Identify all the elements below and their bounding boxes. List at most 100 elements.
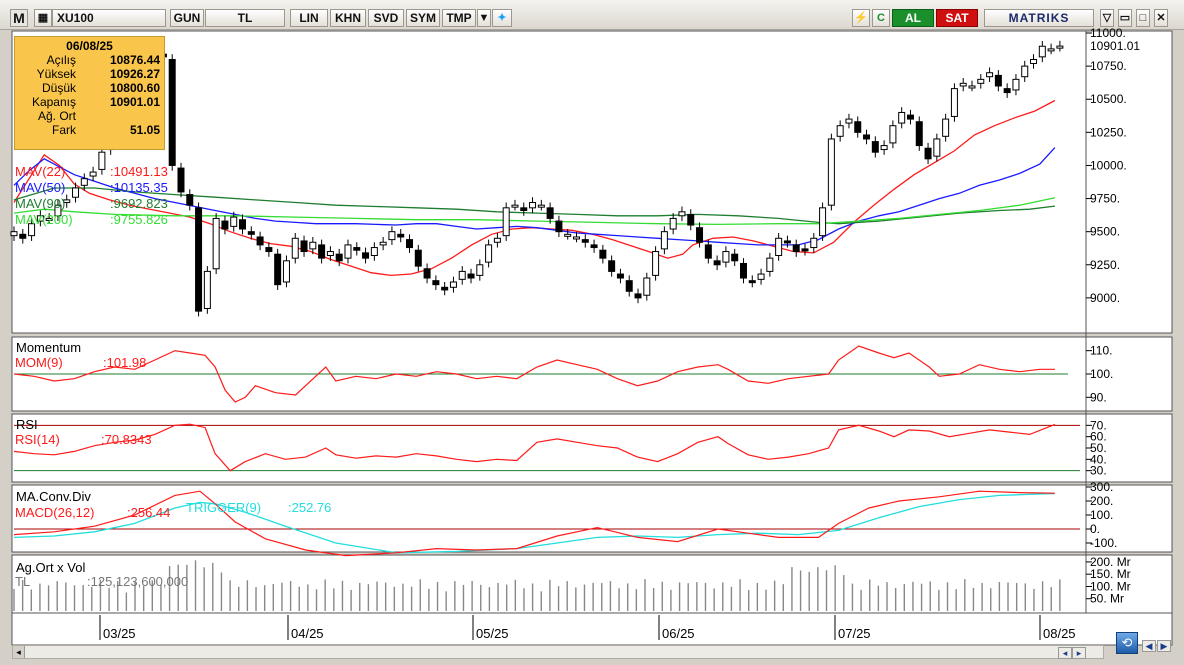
close-value: 10901.01 (109, 95, 160, 109)
y-tick-label: 0. (1090, 522, 1100, 536)
info-row-open: Açılış 10876.44 (15, 53, 164, 67)
ma-legend-name: MAV(90) (15, 196, 65, 211)
candle-body (731, 253, 739, 262)
collapse-icon[interactable]: ▽ (1100, 9, 1114, 27)
lightning-icon[interactable]: ⚡ (852, 9, 870, 27)
candle-body (1038, 45, 1046, 58)
candle-body (520, 207, 528, 211)
chart-type-icon[interactable]: ▦ (34, 9, 52, 27)
scroll-left-icon[interactable]: ◂ (1058, 647, 1072, 659)
ma-legend-value: :9692.823 (110, 196, 168, 211)
y-tick-label: 70. (1090, 418, 1107, 432)
candle-body (863, 134, 871, 140)
candle-body (783, 240, 791, 244)
matriks-logo: MATRIKS (984, 9, 1094, 27)
rsi-line (13, 423, 1056, 472)
ma-legend-value: :10491.13 (110, 164, 168, 179)
twitter-icon[interactable]: ✦ (492, 9, 512, 27)
refresh-icon[interactable]: C (872, 9, 890, 27)
currency-button[interactable]: TL (205, 9, 285, 27)
candle-body (678, 211, 686, 217)
candle-body (388, 231, 396, 241)
candle-body (836, 125, 844, 137)
y-tick-label: 9750. (1090, 192, 1120, 206)
candle-body (203, 270, 211, 309)
linear-scale-button[interactable]: LIN (290, 9, 328, 27)
candle-body (274, 253, 282, 286)
candle-body (915, 121, 923, 147)
template-button[interactable]: TMP (442, 9, 476, 27)
rsi-legend-name: RSI(14) (15, 432, 60, 447)
candle-body (739, 262, 747, 279)
candle-body (353, 247, 361, 251)
nav-right-icon[interactable]: ▶ (1157, 640, 1171, 652)
candle-body (827, 138, 835, 206)
candle-body (889, 125, 897, 144)
y-tick-label: 100. (1090, 508, 1113, 522)
nav-left-icon[interactable]: ◀ (1142, 640, 1156, 652)
candle-body (696, 227, 704, 243)
candle-body (318, 244, 326, 259)
scroll-left-arrow-icon[interactable]: ◂ (13, 646, 25, 658)
panel-title: MA.Conv.Div (16, 489, 91, 504)
chevron-down-icon[interactable]: ▼ (477, 9, 491, 27)
candle-body (423, 268, 431, 279)
y-tick-label: 40. (1090, 452, 1107, 466)
wavg-label: Ağ. Ort (37, 109, 76, 123)
open-value: 10876.44 (109, 53, 160, 67)
y-tick-label: 300. (1090, 480, 1113, 494)
period-button[interactable]: GUN (170, 9, 204, 27)
sell-button[interactable]: SAT (936, 9, 978, 27)
macd-line (13, 490, 1055, 557)
candle-body (555, 220, 563, 233)
close-icon[interactable]: ✕ (1154, 9, 1168, 27)
toolbar: M ▦ XU100 GUN TL LIN KHN SVD SYM TMP ▼ ✦… (0, 0, 1184, 30)
panel-title: RSI (16, 417, 38, 432)
candle-body (608, 260, 616, 272)
candle-body (704, 244, 712, 259)
minimize-icon[interactable]: ▭ (1118, 9, 1132, 27)
volume-panel[interactable] (11, 554, 1173, 614)
symbol-field[interactable]: XU100 (52, 9, 166, 27)
sync-icon[interactable]: ⟲ (1116, 632, 1138, 654)
candle-body (485, 244, 493, 263)
rsi-legend-value: :70.8343 (101, 432, 152, 447)
candle-body (309, 241, 317, 250)
macd-legend-value: :256.44 (127, 505, 170, 520)
trigger-legend-value: :252.76 (288, 500, 331, 515)
candle-body (449, 281, 457, 288)
candle-body (212, 217, 220, 270)
candle-body (871, 141, 879, 153)
candle-body (581, 239, 589, 243)
x-tick-label: 05/25 (476, 626, 509, 641)
candle-body (441, 286, 449, 291)
candle-body (344, 244, 352, 259)
buy-button[interactable]: AL (892, 9, 934, 27)
candle-body (458, 270, 466, 280)
menu-button[interactable]: M (10, 9, 28, 27)
ma-line-ma90 (13, 187, 1055, 225)
candle-body (1003, 88, 1011, 94)
y-tick-label: 11000. (1090, 26, 1126, 40)
candle-body (195, 207, 203, 312)
candle-body (590, 244, 598, 249)
candle-body (977, 78, 985, 84)
khn-button[interactable]: KHN (330, 9, 366, 27)
candle-body (1056, 45, 1064, 49)
candle-body (247, 231, 255, 235)
candle-body (775, 237, 783, 257)
candle-body (898, 111, 906, 124)
candle-body (1021, 65, 1029, 78)
svd-button[interactable]: SVD (368, 9, 404, 27)
scroll-right-icon[interactable]: ▸ (1072, 647, 1086, 659)
candle-body (89, 171, 97, 177)
candle-body (933, 138, 941, 157)
candle-body (502, 207, 510, 237)
candle-body (906, 114, 914, 120)
maximize-icon[interactable]: □ (1136, 9, 1150, 27)
candle-body (28, 223, 36, 237)
sym-button[interactable]: SYM (406, 9, 440, 27)
candle-body (256, 236, 264, 246)
horizontal-scrollbar[interactable]: ◂ (12, 645, 1104, 659)
